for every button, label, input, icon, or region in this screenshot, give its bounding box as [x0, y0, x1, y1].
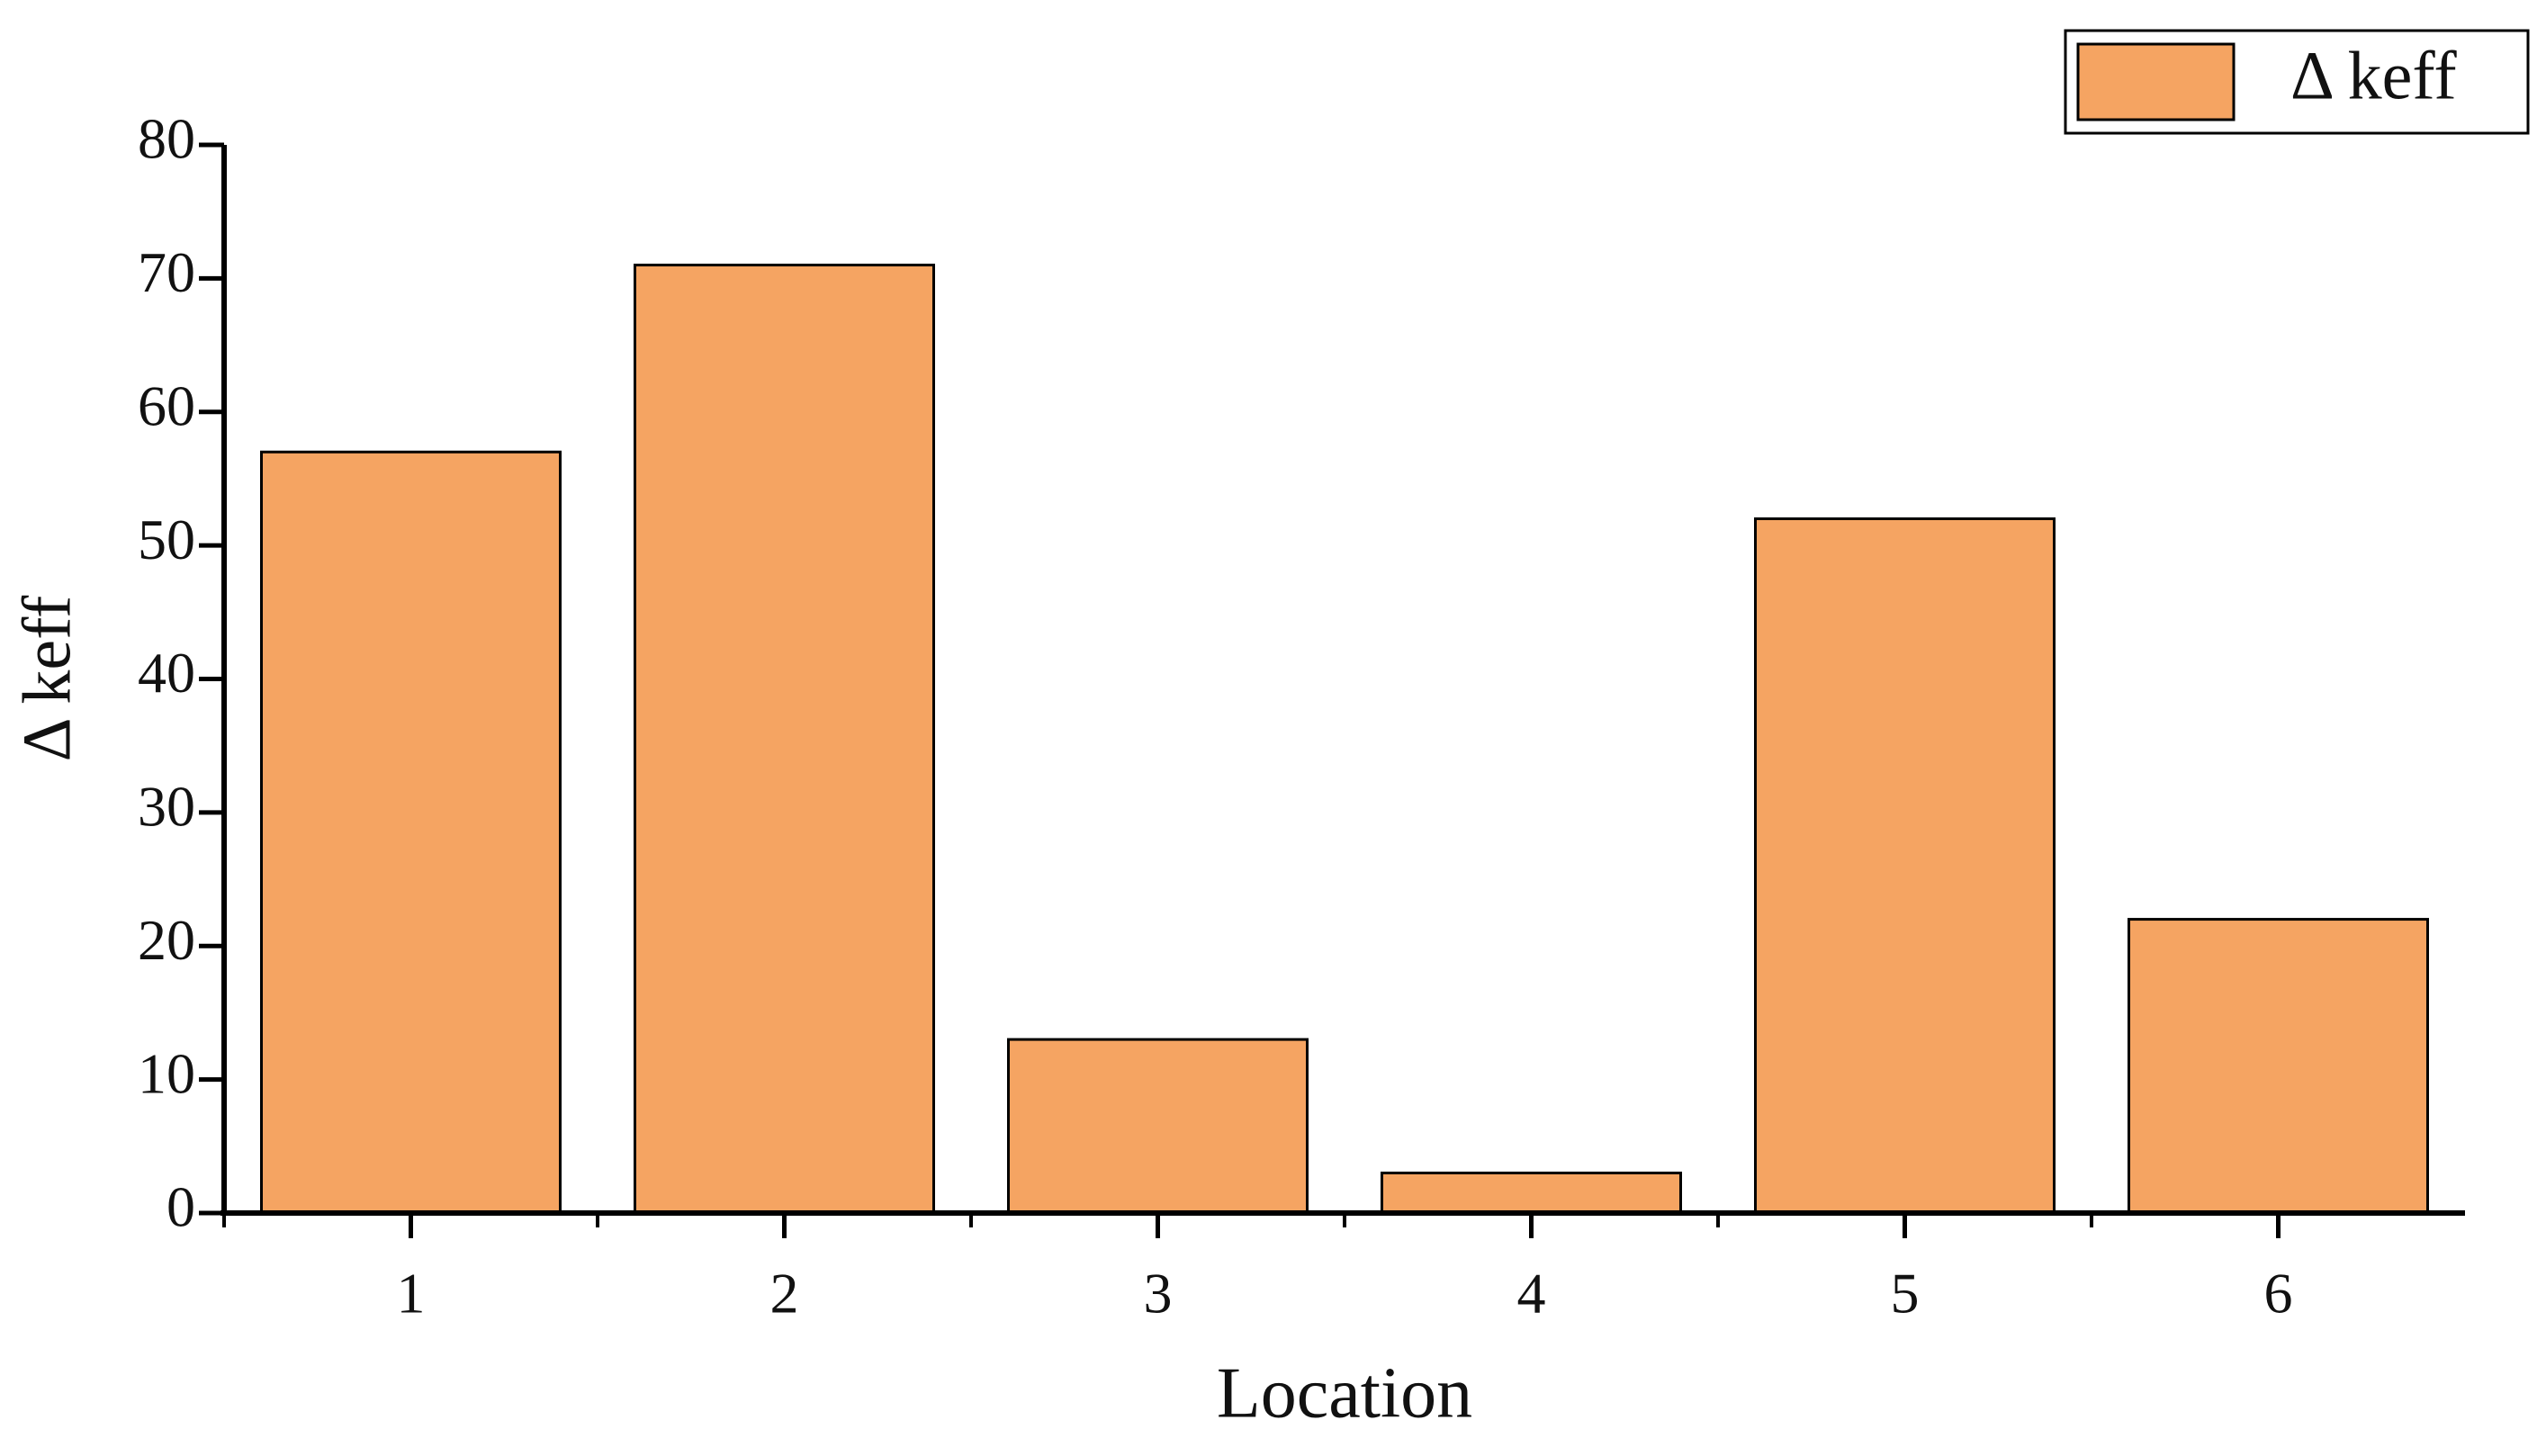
bar	[2128, 918, 2429, 1215]
y-tick-label: 40	[138, 641, 195, 705]
y-tick-label: 50	[138, 508, 195, 571]
y-tick-label: 70	[138, 240, 195, 304]
y-tick-label: 10	[138, 1041, 195, 1105]
x-tick-label: 6	[2264, 1262, 2293, 1326]
bar	[260, 450, 562, 1215]
y-tick-label: 0	[166, 1175, 195, 1239]
legend-swatch	[2076, 42, 2236, 121]
x-tick-label: 5	[1891, 1262, 1920, 1326]
y-tick-label: 30	[138, 775, 195, 839]
legend-label: Δ keff	[2290, 38, 2457, 113]
x-tick-label: 4	[1517, 1262, 1546, 1326]
bar	[634, 264, 935, 1215]
x-tick-label: 2	[770, 1262, 799, 1326]
x-tick-label: 1	[397, 1262, 426, 1326]
x-axis-label: Location	[1217, 1353, 1472, 1433]
x-tick-label: 3	[1144, 1262, 1173, 1326]
y-tick-label: 80	[138, 107, 195, 171]
bar	[1754, 517, 2056, 1215]
y-tick-label: 20	[138, 908, 195, 972]
y-tick-label: 60	[138, 373, 195, 437]
bar	[1381, 1171, 1682, 1215]
bar	[1007, 1038, 1309, 1215]
y-axis-label: Δ keff	[9, 595, 85, 761]
